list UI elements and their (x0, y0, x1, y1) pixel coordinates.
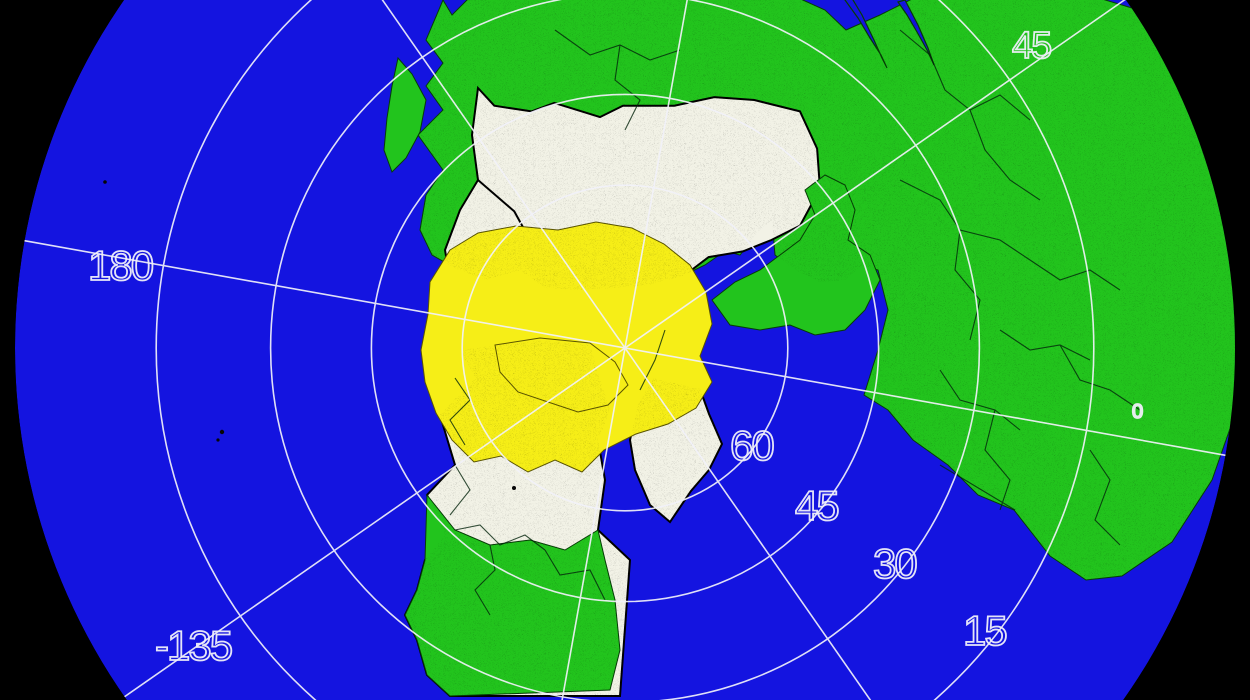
svg-text:30: 30 (873, 540, 916, 587)
svg-text:15: 15 (963, 607, 1006, 654)
svg-text:0: 0 (1132, 401, 1143, 423)
svg-text:60: 60 (730, 422, 773, 469)
svg-text:-135: -135 (155, 622, 232, 669)
svg-text:45: 45 (795, 482, 838, 529)
svg-text:45: 45 (1012, 25, 1051, 67)
svg-text:180: 180 (88, 242, 153, 289)
